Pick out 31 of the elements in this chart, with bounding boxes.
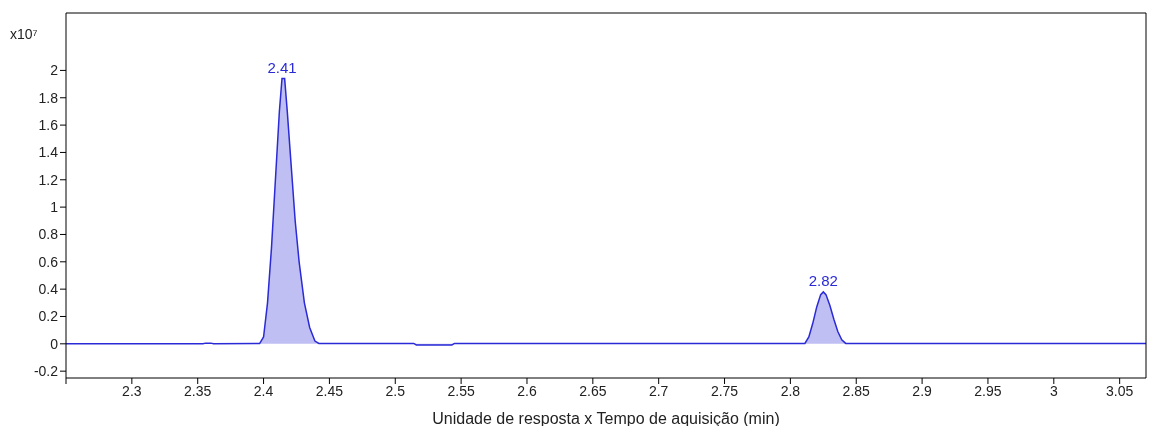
x-tick-label: 2.3 xyxy=(122,382,142,399)
x-tick-label: 2.65 xyxy=(579,382,607,399)
x-tick-label: 2.85 xyxy=(842,382,871,399)
y-tick-label: 0.4 xyxy=(38,281,59,298)
x-tick-label: 2.4 xyxy=(253,382,274,399)
y-tick-label: 2 xyxy=(50,62,59,79)
x-tick-label: 2.6 xyxy=(517,382,537,399)
y-tick-label: 0.8 xyxy=(38,226,59,243)
x-tick-label: 3.05 xyxy=(1106,382,1134,399)
x-tick-label: 2.9 xyxy=(912,382,933,399)
x-tick-label: 3 xyxy=(1049,382,1058,399)
x-tick-label: 2.5 xyxy=(385,382,406,399)
y-tick-label: 1.6 xyxy=(38,117,59,134)
y-tick-label: -0.2 xyxy=(33,363,59,380)
y-tick-label: 1.4 xyxy=(38,144,59,161)
x-tick-label: 2.75 xyxy=(710,382,739,399)
y-axis-title: x10⁷ xyxy=(10,26,38,42)
y-tick-label: 1 xyxy=(50,199,59,216)
y-tick-label: 1.8 xyxy=(38,89,59,106)
annotation: 2.41 xyxy=(267,58,297,76)
x-tick-label: 2.8 xyxy=(780,382,801,399)
x-tick-label: 2.55 xyxy=(447,382,475,399)
x-tick-label: 2.45 xyxy=(315,382,344,399)
y-tick-label: 0.6 xyxy=(38,253,59,270)
x-tick-label: 2.7 xyxy=(648,382,669,399)
annotation: 2.82 xyxy=(808,271,838,289)
x-tick-label: 2.95 xyxy=(974,382,1002,399)
x-tick-label: 2.35 xyxy=(184,382,212,399)
y-tick-label: 0.2 xyxy=(38,308,59,325)
y-tick-label: 1.2 xyxy=(38,171,59,188)
y-tick-label: 0 xyxy=(50,335,59,352)
